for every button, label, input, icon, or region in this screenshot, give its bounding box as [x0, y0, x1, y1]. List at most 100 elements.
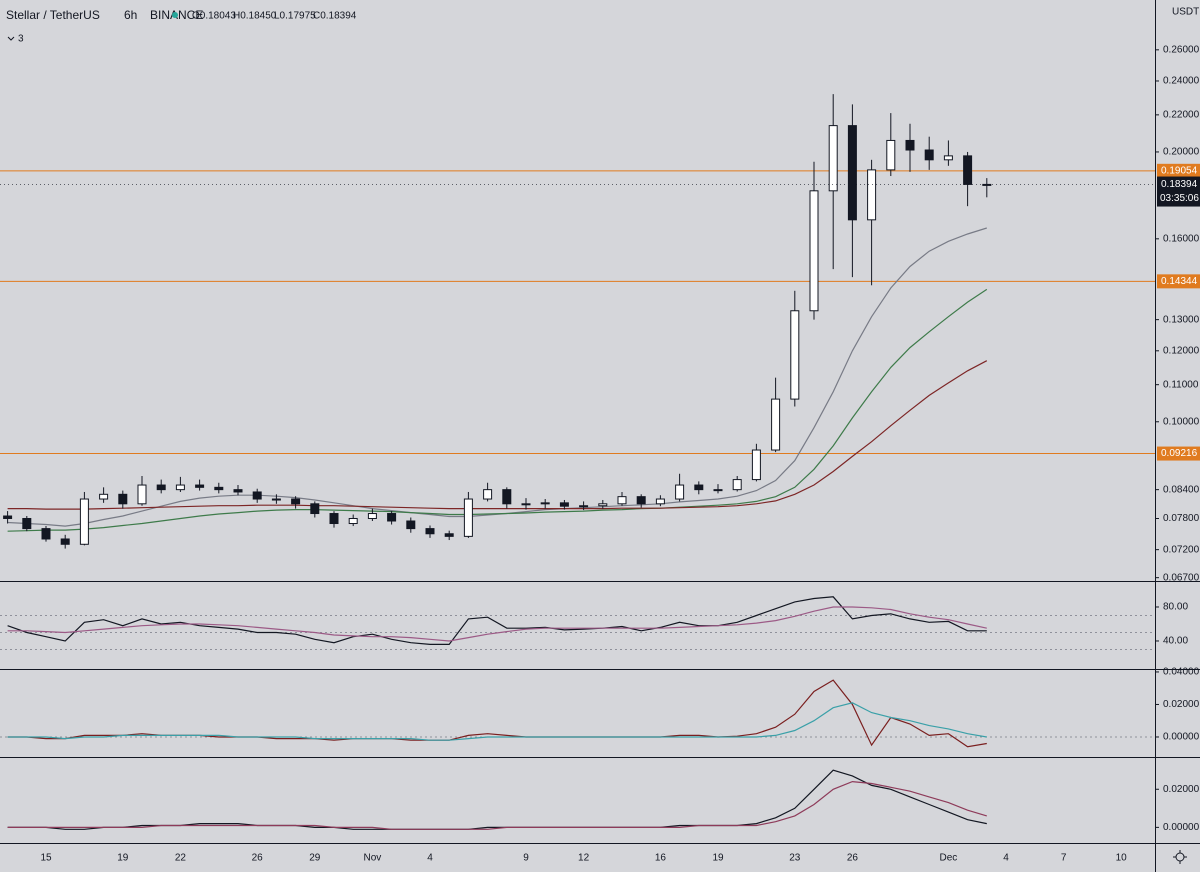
candle-body: [790, 310, 800, 400]
y-tick-label: 0.08400: [1163, 484, 1200, 495]
y-tick-label: 80.00: [1163, 602, 1188, 613]
candle-body: [41, 528, 51, 540]
ohlc-open: O0.18043: [192, 11, 236, 22]
indicator-line: [7, 360, 988, 510]
candle-body: [195, 484, 205, 488]
y-tick-label: 0.20000: [1163, 147, 1200, 158]
candle-body: [502, 489, 512, 505]
candle-body: [694, 484, 704, 491]
y-tick-label: 0.04000: [1163, 667, 1200, 678]
x-tick-label: 10: [1116, 853, 1128, 864]
ohlc-low: L0.17975: [274, 11, 316, 22]
candle-body: [598, 503, 608, 507]
x-tick-label: 22: [175, 853, 187, 864]
candle-body: [579, 505, 589, 508]
indicator-line: [7, 780, 987, 830]
candle-body: [156, 484, 166, 491]
candle-body: [60, 538, 70, 545]
x-tick-label: 4: [1003, 853, 1009, 864]
candle-body: [22, 517, 32, 530]
candle-body: [291, 498, 301, 505]
candle-body: [175, 484, 185, 491]
y-tick-label: 0.00000: [1163, 732, 1200, 743]
candle-body: [252, 491, 262, 500]
candle-body: [559, 502, 569, 507]
x-tick-label: 19: [117, 853, 129, 864]
candle-body: [617, 496, 627, 505]
x-tick-label: 19: [712, 853, 724, 864]
y-tick-label: 0.10000: [1163, 416, 1200, 427]
y-tick-label: 0.07800: [1163, 513, 1200, 524]
indicator-toggle-icon[interactable]: [7, 36, 15, 41]
y-tick-label: 0.02000: [1163, 784, 1200, 795]
candle-body: [137, 484, 147, 505]
candle-body: [406, 520, 416, 530]
indicator-line: [7, 606, 987, 642]
candle-body: [99, 493, 109, 500]
y-tick-label: 0.22000: [1163, 109, 1200, 120]
y-tick-label: 0.16000: [1163, 233, 1200, 244]
y-tick-label: 0.24000: [1163, 76, 1200, 87]
y-tick-label: 0.12000: [1163, 345, 1200, 356]
candle-body: [886, 139, 896, 171]
candle-body: [771, 398, 781, 451]
candle-body: [271, 498, 281, 501]
candle-body: [214, 486, 224, 491]
candle-body: [3, 515, 13, 519]
ohlc-high: H0.18450: [233, 11, 277, 22]
x-tick-label: 9: [523, 853, 529, 864]
ohlc-close: C0.18394: [313, 11, 357, 22]
candle-body: [348, 517, 358, 525]
candle-body: [867, 169, 877, 221]
candle-body: [655, 498, 665, 505]
candle-body: [828, 125, 838, 192]
candle-body: [444, 533, 454, 537]
candle-body: [425, 528, 435, 535]
candle-body: [982, 183, 992, 186]
candle-body: [675, 484, 685, 500]
candle-body: [387, 513, 397, 522]
symbol-title[interactable]: Stellar / TetherUS: [6, 8, 100, 22]
interval[interactable]: 6h: [124, 8, 137, 22]
x-tick-label: 15: [40, 853, 52, 864]
x-tick-label: 26: [252, 853, 264, 864]
indicator-line: [7, 702, 987, 741]
settings-button[interactable]: [1173, 850, 1187, 864]
x-tick-label: 4: [427, 853, 433, 864]
candle-body: [310, 503, 320, 515]
y-tick-label: 0.06700: [1163, 572, 1200, 583]
level-tag: [1157, 163, 1200, 178]
y-tick-label: 0.02000: [1163, 699, 1200, 710]
x-tick-label: 23: [789, 853, 801, 864]
bar-countdown: 03:35:06: [1160, 193, 1199, 204]
y-tick-label: 40.00: [1163, 636, 1188, 647]
candle-body: [636, 496, 646, 505]
candle-body: [367, 513, 377, 519]
currency-label: USDT: [1172, 7, 1199, 18]
y-tick-label: 0.00000: [1163, 822, 1200, 833]
candle-body: [924, 149, 934, 161]
x-tick-label: Nov: [364, 853, 382, 864]
candle-body: [521, 503, 531, 506]
candle-body: [118, 493, 128, 505]
indicator-toggle[interactable]: 3: [18, 34, 24, 45]
indicator-line: [7, 596, 987, 646]
last-price-tag: [1157, 176, 1200, 207]
candle-body: [732, 479, 742, 491]
candle-body: [79, 498, 89, 545]
x-tick-label: 7: [1061, 853, 1067, 864]
x-tick-label: Dec: [940, 853, 958, 864]
x-tick-label: 12: [578, 853, 590, 864]
candle-body: [943, 155, 953, 161]
candle-body: [483, 489, 493, 500]
candle-body: [847, 125, 857, 221]
market-status: [172, 12, 178, 18]
candle-body: [233, 489, 243, 493]
candle-body: [329, 513, 339, 525]
candle-body: [713, 489, 723, 492]
y-tick-label: 0.26000: [1163, 44, 1200, 55]
x-tick-label: 29: [309, 853, 321, 864]
